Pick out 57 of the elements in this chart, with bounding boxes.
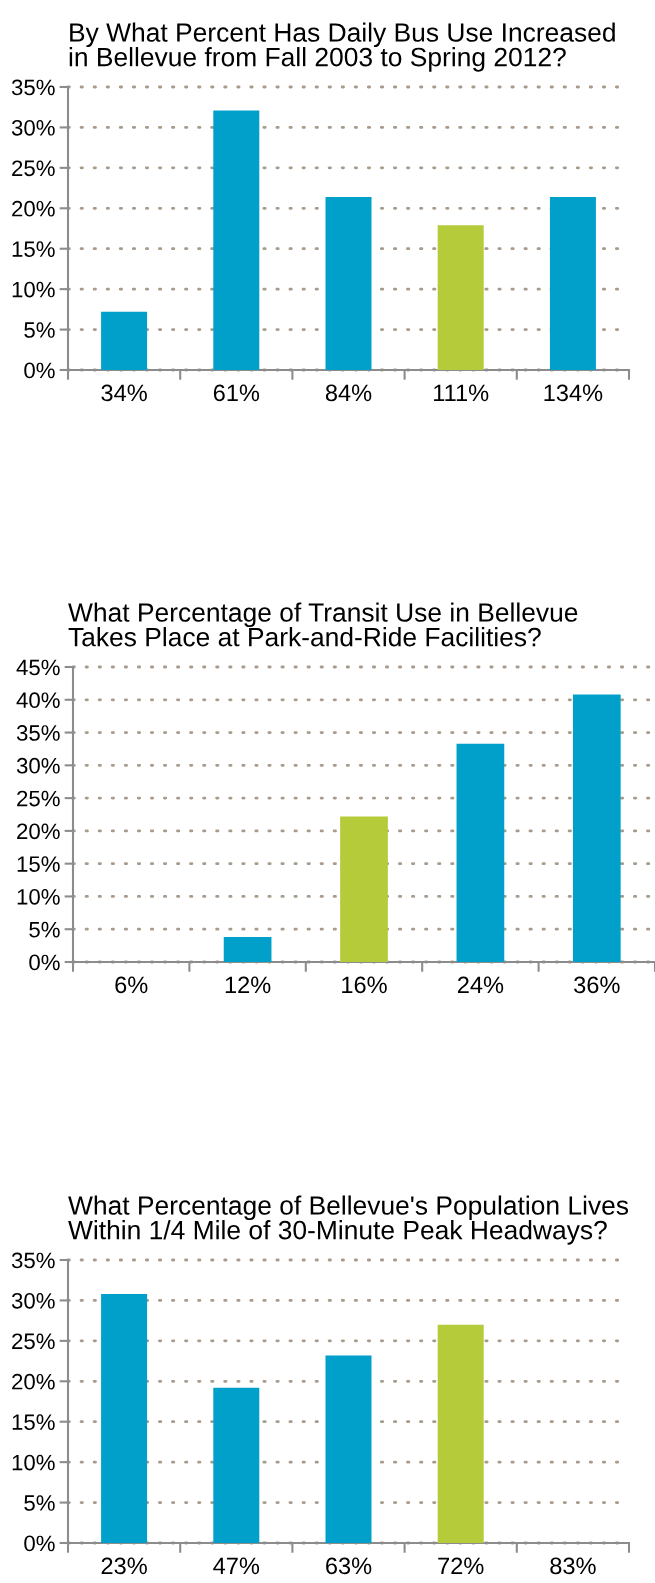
bar <box>325 1355 372 1543</box>
y-tick-label: 25% <box>12 160 55 177</box>
y-tick-label: 30% <box>11 1292 55 1309</box>
bar <box>549 196 596 370</box>
y-tick-label: 10% <box>12 281 55 298</box>
chart-title: What Percentage of Bellevue's Population Lives Within 1/4 Mile of 30-Minute Peak Headways? <box>68 1195 629 1245</box>
x-tick-label: 36% <box>574 976 620 994</box>
x-tick-label: 34% <box>101 384 147 402</box>
x-tick-label: 61% <box>213 384 260 402</box>
y-tick-label: 5% <box>24 322 55 338</box>
bar <box>325 196 372 370</box>
y-tick-label: 35% <box>11 79 55 96</box>
y-tick-label: 15% <box>12 1414 55 1430</box>
y-tick-label: 20% <box>12 200 55 217</box>
bar <box>572 694 621 962</box>
chart-title: By What Percent Has Daily Bus Use Increased in Bellevue from Fall 2003 to Spring 2012? <box>69 22 615 72</box>
y-tick-label: 40% <box>16 692 60 709</box>
x-tick-label: 72% <box>438 1557 484 1575</box>
bar <box>340 816 388 962</box>
y-tick-label: 25% <box>17 790 60 807</box>
bar <box>223 937 272 962</box>
y-tick-label: 30% <box>11 119 55 136</box>
x-tick-label: 6% <box>115 976 148 994</box>
y-tick-label: 0% <box>24 362 55 379</box>
x-tick-label: 23% <box>101 1557 147 1575</box>
y-tick-label: 20% <box>12 1373 55 1390</box>
x-tick-label: 47% <box>213 1557 260 1575</box>
y-tick-label: 10% <box>17 888 60 905</box>
y-tick-label: 45% <box>16 659 60 676</box>
y-tick-label: 35% <box>11 1252 55 1269</box>
x-tick-label: 83% <box>550 1557 596 1575</box>
y-tick-label: 35% <box>16 725 60 741</box>
chart-title: What Percentage of Transit Use in Bellevue Takes Place at Park-and-Ride Facilities? <box>68 602 578 647</box>
y-tick-label: 5% <box>24 1495 55 1511</box>
y-tick-label: 15% <box>17 856 60 872</box>
x-tick-label: 12% <box>225 976 271 994</box>
x-tick-label: 111% <box>434 384 489 402</box>
y-tick-label: 20% <box>17 823 60 840</box>
y-tick-label: 10% <box>12 1454 55 1471</box>
bar <box>101 1293 148 1543</box>
y-tick-label: 5% <box>29 921 60 938</box>
y-tick-label: 15% <box>12 241 55 257</box>
bar <box>213 110 260 370</box>
x-tick-label: 63% <box>326 1557 372 1575</box>
bar <box>437 225 484 370</box>
x-tick-label: 24% <box>457 976 504 994</box>
y-tick-label: 25% <box>12 1333 55 1350</box>
x-tick-label: 84% <box>325 384 372 402</box>
x-tick-label: 134% <box>544 384 603 402</box>
y-tick-label: 0% <box>29 954 60 971</box>
bar <box>213 1387 260 1543</box>
y-tick-label: 30% <box>16 757 60 774</box>
x-tick-label: 16% <box>342 976 387 994</box>
y-tick-label: 0% <box>24 1535 55 1552</box>
bar <box>101 311 148 370</box>
bar <box>437 1324 484 1543</box>
bar <box>456 743 505 962</box>
